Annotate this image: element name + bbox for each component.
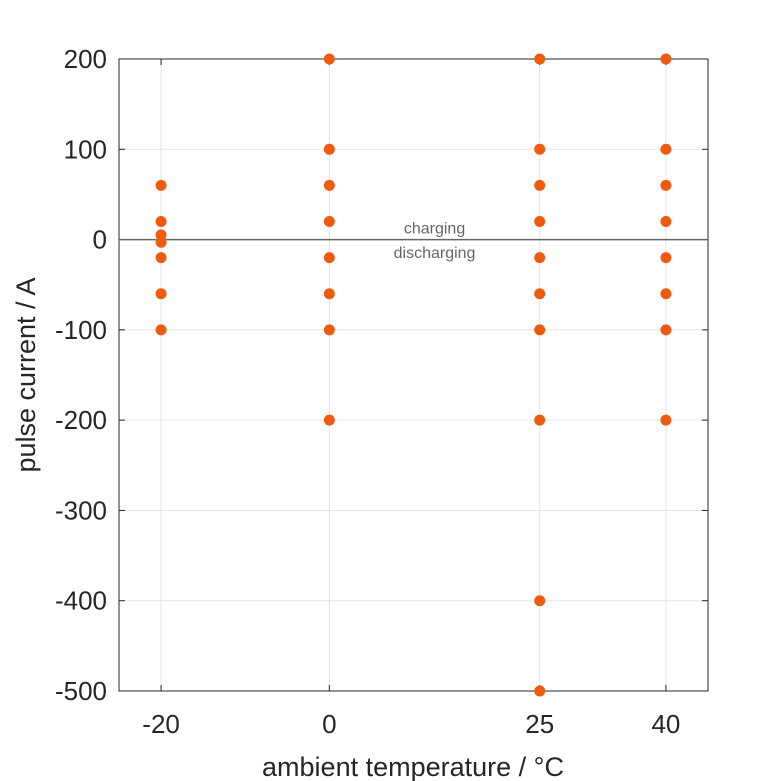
x-axis-label: ambient temperature / °C [262,752,564,781]
y-tick-label: -200 [55,405,107,435]
data-point [660,414,672,426]
data-point [534,414,546,426]
data-point [155,288,167,300]
y-axis-label: pulse current / A [11,277,41,472]
data-point [534,252,546,264]
x-tick-label: 25 [525,709,554,739]
data-point [534,595,546,607]
data-point [155,216,167,228]
data-point [660,288,672,300]
data-point [155,252,167,264]
data-point [660,216,672,228]
data-point [323,288,335,300]
data-point [323,53,335,65]
data-point [323,414,335,426]
y-tick-label: -100 [55,315,107,345]
data-point [323,252,335,264]
grid [119,58,708,692]
data-point [534,53,546,65]
y-tick-label: -400 [55,586,107,616]
y-tick-label: -300 [55,495,107,525]
plot-area-frame [118,58,709,692]
data-point [660,252,672,264]
y-tick-label: 100 [64,134,107,164]
x-tick-label: -20 [142,709,180,739]
data-point [534,216,546,228]
data-point [534,685,546,697]
data-point [155,324,167,336]
annotations: charging discharging [394,221,476,262]
data-point [534,324,546,336]
y-tick-label: -500 [55,676,107,706]
annotation-discharging: discharging [394,245,476,262]
data-point [155,236,167,248]
data-point [323,143,335,155]
data-point [323,216,335,228]
data-point [323,179,335,191]
data-point [660,179,672,191]
y-tick-label: 0 [93,225,107,255]
data-point [534,143,546,155]
x-tick-label: 40 [651,709,680,739]
x-tick-label: 0 [322,709,336,739]
data-point [660,324,672,336]
data-point [660,53,672,65]
data-point [660,143,672,155]
data-point [155,179,167,191]
data-point [534,288,546,300]
y-tick-label: 200 [64,44,107,74]
annotation-charging: charging [404,221,465,238]
data-points [155,53,672,697]
data-point [323,324,335,336]
data-point [534,179,546,191]
